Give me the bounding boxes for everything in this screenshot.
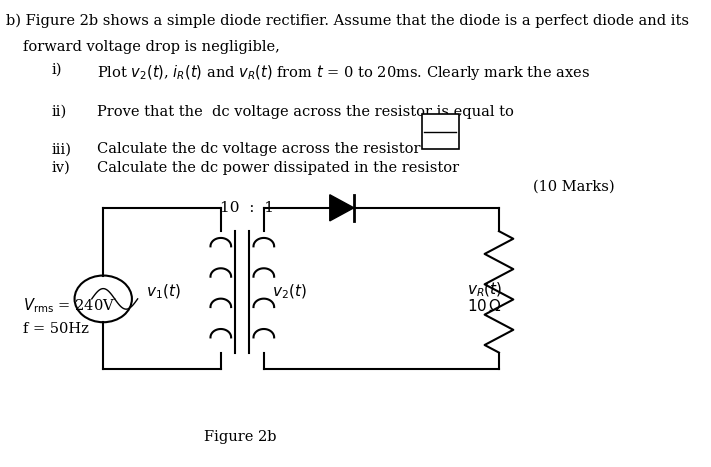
Polygon shape: [330, 195, 354, 221]
Text: iv): iv): [52, 161, 70, 175]
Text: 10  :  1: 10 : 1: [220, 201, 274, 215]
Text: i): i): [52, 63, 62, 77]
Text: forward voltage drop is negligible,: forward voltage drop is negligible,: [23, 40, 280, 54]
Text: $v_R(t)$: $v_R(t)$: [467, 280, 502, 299]
Text: $v_1(t)$: $v_1(t)$: [146, 283, 181, 301]
Text: Prove that the  dc voltage across the resistor is equal to: Prove that the dc voltage across the res…: [97, 105, 514, 119]
Text: Calculate the dc power dissipated in the resistor: Calculate the dc power dissipated in the…: [97, 161, 459, 175]
Text: Calculate the dc voltage across the resistor: Calculate the dc voltage across the resi…: [97, 142, 421, 156]
Text: Plot $v_2(t)$, $i_R(t)$ and $v_R(t)$ from $t$ = 0 to 20ms. Clearly mark the axes: Plot $v_2(t)$, $i_R(t)$ and $v_R(t)$ fro…: [97, 63, 591, 82]
Text: $V_{\mathrm{rms}}$ = 240V: $V_{\mathrm{rms}}$ = 240V: [23, 297, 115, 315]
Text: ii): ii): [52, 105, 67, 119]
Text: (10 Marks): (10 Marks): [533, 180, 615, 194]
Text: $v_2(t)$: $v_2(t)$: [272, 283, 307, 301]
Text: b) Figure 2b shows a simple diode rectifier. Assume that the diode is a perfect : b) Figure 2b shows a simple diode rectif…: [6, 14, 689, 28]
Bar: [422, 114, 459, 149]
Text: iii): iii): [52, 142, 72, 156]
Text: Figure 2b: Figure 2b: [203, 430, 276, 444]
Text: $\pi$: $\pi$: [435, 133, 445, 146]
Text: $10\,\Omega$: $10\,\Omega$: [467, 298, 502, 314]
Text: f = 50Hz: f = 50Hz: [23, 322, 89, 336]
Text: $V_m$: $V_m$: [431, 118, 449, 133]
